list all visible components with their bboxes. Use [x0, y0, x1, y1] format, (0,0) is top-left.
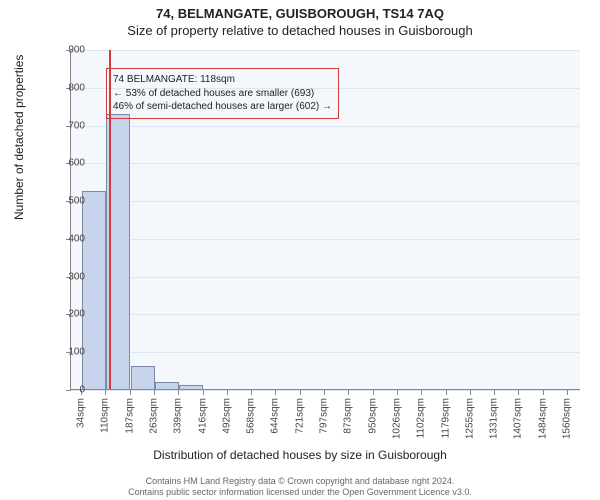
xtick-mark	[518, 390, 519, 395]
histogram-bar	[82, 191, 106, 389]
xtick-label: 187sqm	[124, 398, 135, 434]
x-ticks: 34sqm110sqm187sqm263sqm339sqm416sqm492sq…	[70, 390, 580, 420]
xtick-mark	[543, 390, 544, 395]
histogram-bar	[155, 382, 179, 389]
xtick-label: 110sqm	[100, 398, 111, 433]
xtick-label: 1102sqm	[416, 398, 427, 438]
xtick-label: 721sqm	[294, 398, 305, 434]
ytick-label: 700	[45, 120, 85, 131]
xtick-mark	[421, 390, 422, 395]
xtick-mark	[397, 390, 398, 395]
ytick-label: 400	[45, 233, 85, 244]
attribution-footer: Contains HM Land Registry data © Crown c…	[0, 476, 600, 499]
xtick-mark	[105, 390, 106, 395]
xtick-label: 416sqm	[197, 398, 208, 434]
ytick-label: 500	[45, 196, 85, 207]
xtick-mark	[154, 390, 155, 395]
xtick-mark	[446, 390, 447, 395]
ytick-label: 800	[45, 82, 85, 93]
xtick-mark	[300, 390, 301, 395]
histogram-bar	[131, 366, 155, 389]
annotation-line3: 46% of semi-detached houses are larger (…	[113, 100, 332, 114]
xtick-label: 950sqm	[367, 398, 378, 434]
ytick-label: 600	[45, 158, 85, 169]
ytick-label: 0	[45, 385, 85, 396]
gridline	[71, 163, 580, 164]
gridline	[71, 126, 580, 127]
xtick-mark	[178, 390, 179, 395]
xtick-label: 1331sqm	[489, 398, 500, 439]
xtick-label: 263sqm	[148, 398, 159, 434]
annotation-box: 74 BELMANGATE: 118sqm← 53% of detached h…	[106, 68, 339, 119]
gridline	[71, 277, 580, 278]
xtick-mark	[567, 390, 568, 395]
xtick-mark	[275, 390, 276, 395]
xtick-label: 873sqm	[343, 398, 354, 434]
xtick-mark	[348, 390, 349, 395]
chart-container: 74, BELMANGATE, GUISBOROUGH, TS14 7AQ Si…	[0, 0, 600, 500]
xtick-label: 644sqm	[270, 398, 281, 434]
x-axis-label: Distribution of detached houses by size …	[0, 448, 600, 462]
annotation-line1: 74 BELMANGATE: 118sqm	[113, 73, 332, 87]
gridline	[71, 201, 580, 202]
ytick-label: 300	[45, 271, 85, 282]
annotation-line2: ← 53% of detached houses are smaller (69…	[113, 87, 332, 101]
gridline	[71, 50, 580, 51]
xtick-label: 1255sqm	[465, 398, 476, 439]
xtick-mark	[227, 390, 228, 395]
ytick-label: 100	[45, 347, 85, 358]
xtick-mark	[494, 390, 495, 395]
xtick-mark	[130, 390, 131, 395]
xtick-label: 1026sqm	[392, 398, 403, 439]
ytick-label: 900	[45, 45, 85, 56]
gridline	[71, 239, 580, 240]
xtick-label: 1484sqm	[538, 398, 549, 439]
xtick-mark	[470, 390, 471, 395]
chart-area: 74 BELMANGATE: 118sqm← 53% of detached h…	[70, 50, 580, 420]
histogram-bar	[179, 385, 203, 389]
xtick-label: 34sqm	[75, 398, 86, 428]
xtick-label: 1560sqm	[562, 398, 573, 439]
gridline	[71, 314, 580, 315]
xtick-mark	[324, 390, 325, 395]
title-subtitle: Size of property relative to detached ho…	[0, 23, 600, 38]
xtick-label: 1407sqm	[513, 398, 524, 439]
xtick-label: 797sqm	[319, 398, 330, 434]
footer-line2: Contains public sector information licen…	[0, 487, 600, 498]
title-address: 74, BELMANGATE, GUISBOROUGH, TS14 7AQ	[0, 6, 600, 21]
xtick-label: 568sqm	[246, 398, 257, 434]
plot-region: 74 BELMANGATE: 118sqm← 53% of detached h…	[70, 50, 580, 390]
xtick-mark	[251, 390, 252, 395]
xtick-mark	[373, 390, 374, 395]
xtick-label: 492sqm	[221, 398, 232, 434]
xtick-mark	[203, 390, 204, 395]
footer-line1: Contains HM Land Registry data © Crown c…	[0, 476, 600, 487]
ytick-label: 200	[45, 309, 85, 320]
xtick-label: 339sqm	[173, 398, 184, 434]
y-axis-label: Number of detached properties	[12, 55, 26, 220]
title-block: 74, BELMANGATE, GUISBOROUGH, TS14 7AQ Si…	[0, 0, 600, 38]
gridline	[71, 352, 580, 353]
xtick-label: 1179sqm	[440, 398, 451, 438]
